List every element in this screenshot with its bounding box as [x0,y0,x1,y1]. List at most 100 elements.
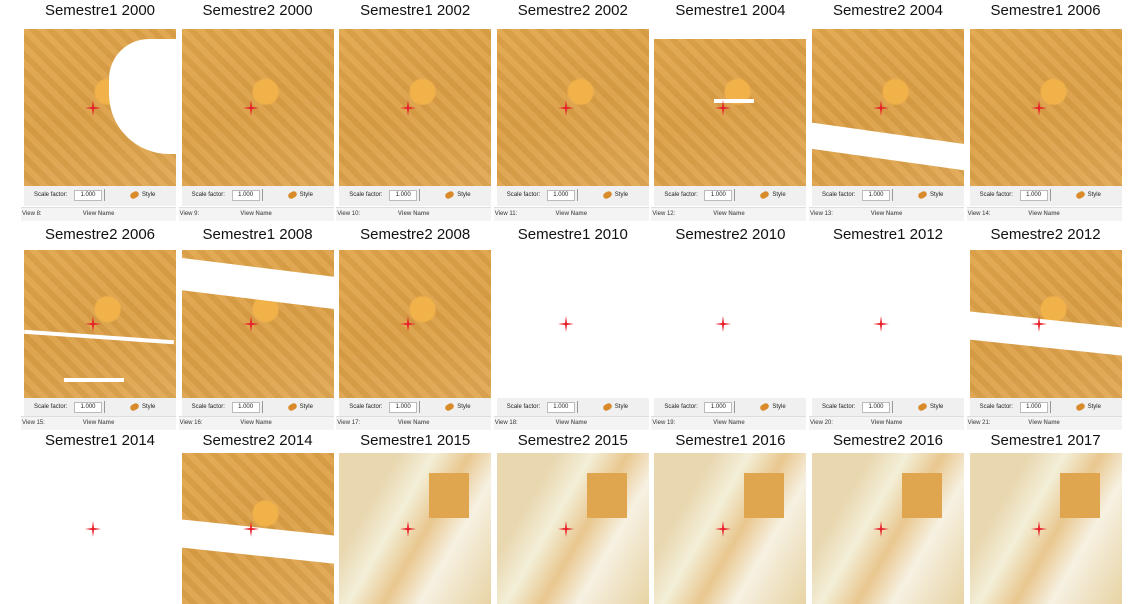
spinner[interactable] [1050,401,1057,413]
style-button[interactable]: Style [772,404,785,410]
style-button[interactable]: Style [300,192,313,198]
style-icon[interactable] [129,190,140,200]
satellite-image [339,29,491,186]
scale-label: Scale factor: [822,404,855,410]
toolbar: Scale factor:1.000Style [654,398,806,418]
scale-input[interactable]: 1.000 [704,402,732,413]
view-row: View 20:View Name [809,416,964,430]
toolbar: Scale factor: 1.000 Style [339,186,491,206]
scale-input[interactable]: 1.000 [1020,402,1048,413]
view-row: View 15:View Name [21,416,176,430]
scale-label: Scale factor: [822,192,855,198]
style-icon[interactable] [129,402,140,412]
style-button[interactable]: Style [142,192,155,198]
panel-title: Semestre1 2012 [809,226,967,243]
scale-input[interactable]: 1.000 [547,402,575,413]
style-icon[interactable] [917,190,928,200]
style-button[interactable]: Style [457,404,470,410]
style-icon[interactable] [1075,190,1086,200]
panel-title: Semestre2 2006 [21,226,179,243]
panel-title: Semestre2 2015 [494,432,652,449]
crosshair [558,521,574,537]
style-icon[interactable] [444,190,455,200]
scale-input[interactable]: 1.000 [389,402,417,413]
scale-input[interactable]: 1.000 [74,402,102,413]
satellite-image [497,250,649,398]
scale-input[interactable]: 1.000 [389,190,417,201]
view-row: View 11:View Name [494,207,649,221]
satellite-image [812,453,964,604]
style-button[interactable]: Style [930,192,943,198]
satellite-image [970,29,1122,186]
field-patch [587,473,627,518]
style-button[interactable]: Style [772,192,785,198]
style-icon[interactable] [759,402,770,412]
spinner[interactable] [892,189,899,201]
style-button[interactable]: Style [142,404,155,410]
spinner[interactable] [892,401,899,413]
spinner[interactable] [104,401,111,413]
scale-label: Scale factor: [192,404,225,410]
scale-input[interactable]: 1.000 [232,190,260,201]
satellite-image [24,453,176,604]
scale-input[interactable]: 1.000 [547,190,575,201]
scale-input[interactable]: 1.000 [862,190,890,201]
satellite-image [339,453,491,604]
panel-title: Semestre1 2016 [651,432,809,449]
style-icon[interactable] [917,402,928,412]
style-icon[interactable] [759,190,770,200]
spinner[interactable] [419,401,426,413]
scale-input[interactable]: 1.000 [862,402,890,413]
crosshair [558,100,574,116]
style-button[interactable]: Style [615,192,628,198]
spinner[interactable] [1050,189,1057,201]
crosshair [85,316,101,332]
scale-input[interactable]: 1.000 [704,190,732,201]
style-button[interactable]: Style [457,192,470,198]
style-button[interactable]: Style [300,404,313,410]
view-name: View Name [179,211,334,217]
panel-title: Semestre1 2015 [336,432,494,449]
satellite-image [182,453,334,604]
spinner[interactable] [262,401,269,413]
style-icon[interactable] [602,402,613,412]
style-button[interactable]: Style [1088,192,1101,198]
satellite-image [497,29,649,186]
satellite-image [654,453,806,604]
spinner[interactable] [577,189,584,201]
view-name: View Name [336,420,491,426]
scale-input[interactable]: 1.000 [232,402,260,413]
style-button[interactable]: Style [615,404,628,410]
style-button[interactable]: Style [930,404,943,410]
spinner[interactable] [104,189,111,201]
style-icon[interactable] [287,190,298,200]
scale-label: Scale factor: [507,192,540,198]
style-icon[interactable] [602,190,613,200]
scale-input[interactable]: 1.000 [1020,190,1048,201]
satellite-image [497,453,649,604]
cloud-mask [812,122,964,173]
scale-label: Scale factor: [349,192,382,198]
satellite-image [24,250,176,398]
crosshair [243,521,259,537]
style-icon[interactable] [1075,402,1086,412]
scale-input[interactable]: 1.000 [74,190,102,201]
spinner[interactable] [577,401,584,413]
satellite-image [182,250,334,398]
view-row: View 19:View Name [651,416,806,430]
style-icon[interactable] [444,402,455,412]
spinner[interactable] [262,189,269,201]
style-button[interactable]: Style [1088,404,1101,410]
spinner[interactable] [419,189,426,201]
spinner[interactable] [734,189,741,201]
view-row: View 14:View Name [967,207,1122,221]
panel-title: Semestre1 2006 [967,2,1125,19]
crosshair [715,316,731,332]
crosshair [85,100,101,116]
spinner[interactable] [734,401,741,413]
crosshair [715,100,731,116]
style-icon[interactable] [287,402,298,412]
